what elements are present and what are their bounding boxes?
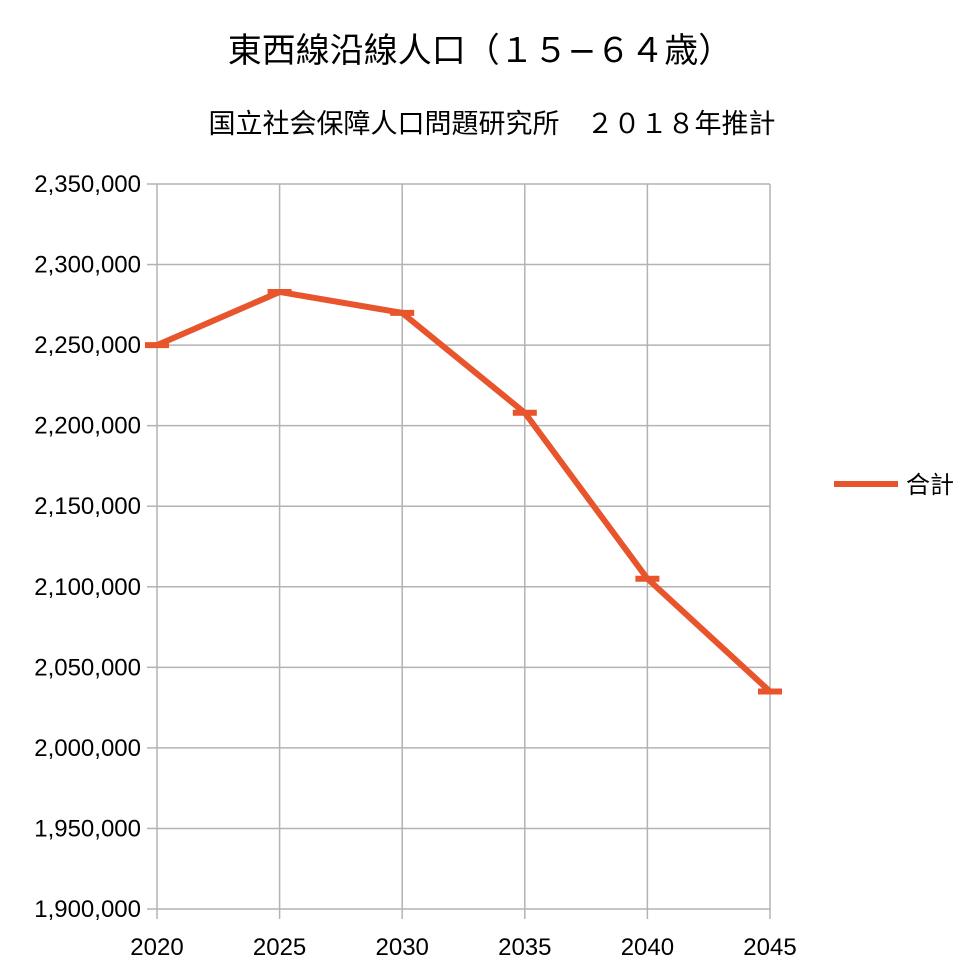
- x-tick-label: 2020: [130, 934, 183, 961]
- y-tick-label: 1,900,000: [34, 896, 141, 923]
- legend-label: 合計: [906, 471, 954, 499]
- legend: 合計: [834, 471, 954, 499]
- y-tick-label: 2,200,000: [34, 413, 141, 440]
- y-tick-label: 2,300,000: [34, 252, 141, 279]
- y-tick-label: 2,150,000: [34, 493, 141, 520]
- series-line: [155, 288, 773, 694]
- series-layer: [145, 288, 782, 695]
- chart-subtitle: 国立社会保障人口問題研究所 ２０１８年推計: [209, 109, 776, 140]
- x-tick-label: 2030: [376, 934, 429, 961]
- y-tick-label: 2,250,000: [34, 332, 141, 359]
- x-tick-label: 2035: [498, 934, 551, 961]
- x-axis-ticks: 2020 2025 2030 2035 2040 2045: [130, 909, 797, 961]
- gridlines: [156, 183, 771, 910]
- chart-title: 東西線沿線人口（１５−６４歳）: [228, 31, 733, 71]
- x-tick-label: 2025: [253, 934, 306, 961]
- y-axis-ticks: 1,900,000 1,950,000 2,000,000 2,050,000 2,10…: [34, 171, 157, 923]
- y-tick-label: 2,350,000: [34, 171, 141, 198]
- y-tick-label: 2,000,000: [34, 735, 141, 762]
- x-tick-label: 2040: [621, 934, 674, 961]
- x-tick-label: 2045: [743, 934, 796, 961]
- y-tick-label: 2,100,000: [34, 574, 141, 601]
- y-tick-label: 2,050,000: [34, 654, 141, 681]
- y-tick-label: 1,950,000: [34, 815, 141, 842]
